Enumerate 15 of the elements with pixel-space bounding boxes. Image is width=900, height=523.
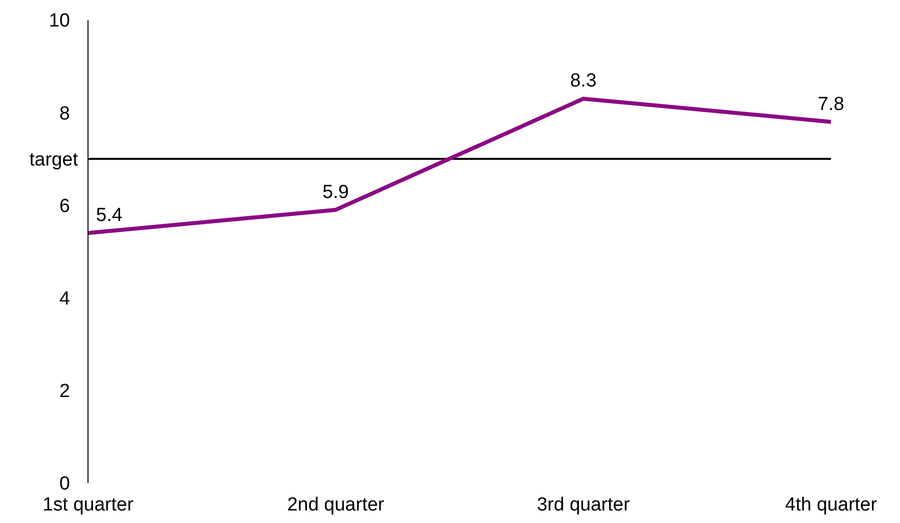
ref-line-label: target (29, 150, 79, 171)
data-label: 5.9 (322, 182, 349, 203)
y-tick-label: 2 (59, 381, 70, 402)
y-tick-label: 8 (59, 103, 70, 124)
x-tick-label: 4th quarter (785, 494, 878, 516)
y-tick-label: 4 (59, 288, 70, 310)
data-label: 5.4 (96, 204, 123, 226)
x-tick-label: 3rd quarter (536, 494, 630, 516)
y-tick-label: 0 (59, 474, 70, 495)
y-tick-label: 10 (48, 10, 70, 32)
data-label: 8.3 (570, 70, 597, 92)
y-tick-label: 6 (59, 196, 70, 217)
data-label: 7.8 (818, 94, 844, 115)
x-tick-label: 1st quarter (42, 494, 134, 516)
x-tick-label: 2nd quarter (287, 494, 385, 516)
